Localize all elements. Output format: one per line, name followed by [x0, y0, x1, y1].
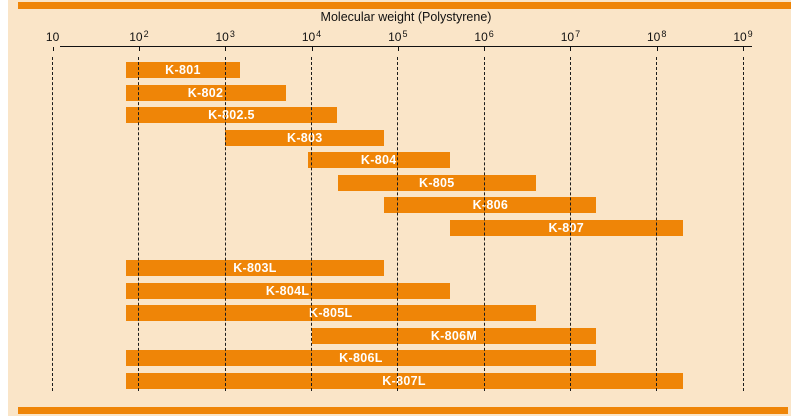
range-bar-k-806l: K-806L	[125, 350, 597, 366]
bar-label: K-806	[472, 198, 509, 212]
gridline-10e8	[656, 57, 658, 391]
x-axis-tick-mark	[138, 47, 140, 51]
x-axis-tick-mark	[570, 47, 572, 51]
range-bar-k-805l: K-805L	[125, 305, 536, 321]
gridline-10e5	[397, 57, 399, 391]
gridline-10e2	[138, 57, 140, 391]
range-bar-k-803: K-803	[225, 129, 385, 146]
range-bar-k-806: K-806	[384, 197, 597, 213]
bar-label: K-805L	[309, 306, 353, 320]
range-bar-k-807l: K-807L	[125, 372, 683, 389]
x-axis-tick-label-10e9: 109	[733, 29, 753, 44]
gridline-10e6	[483, 57, 485, 391]
x-axis-tick-mark	[743, 47, 744, 51]
range-bar-k-807: K-807	[449, 219, 683, 236]
bar-label: K-807L	[382, 373, 426, 388]
x-axis-tick-label-10e1: 10	[45, 30, 60, 44]
x-axis-tick-label-10e8: 108	[647, 29, 667, 44]
bar-label: K-802.5	[208, 108, 255, 122]
x-axis-tick-mark	[311, 47, 313, 51]
range-bar-k-802: K-802	[125, 84, 286, 101]
x-axis-tick-label-10e7: 107	[560, 29, 581, 44]
bar-label: K-803	[287, 130, 323, 145]
gridline-10e4	[311, 57, 312, 391]
x-axis-tick-label-10e6: 106	[474, 29, 494, 44]
bottom-accent-strip	[18, 407, 788, 414]
bar-label: K-806L	[339, 351, 383, 365]
bar-label: K-802	[187, 85, 224, 100]
bar-label: K-804	[360, 153, 397, 167]
bar-label: K-807	[548, 220, 585, 235]
gridline-10e9	[742, 57, 744, 391]
x-axis-tick-mark	[656, 47, 658, 51]
x-axis-tick-label-10e5: 105	[388, 29, 408, 44]
bar-label: K-801	[165, 63, 201, 77]
bar-label: K-804L	[265, 283, 310, 298]
gridline-10e1	[52, 57, 54, 391]
x-axis-tick-mark	[225, 47, 227, 51]
chart-title: Molecular weight (Polystyrene)	[320, 10, 492, 24]
range-bar-k-804: K-804	[307, 152, 450, 168]
bar-label: K-803L	[233, 261, 277, 275]
bar-label: K-806M	[430, 328, 478, 343]
range-bar-k-804l: K-804L	[125, 282, 450, 299]
range-bar-k-806m: K-806M	[311, 327, 597, 344]
x-axis-line	[60, 46, 752, 47]
x-axis-tick-label-10e4: 104	[301, 29, 322, 44]
chart-panel: Molecular weight (Polystyrene) K-801 K-80…	[8, 0, 791, 416]
x-axis-tick-mark	[397, 47, 399, 51]
gridline-10e3	[224, 57, 226, 391]
range-bar-k-802-5: K-802.5	[125, 107, 338, 123]
x-axis-tick-label-10e3: 103	[215, 29, 235, 44]
range-bar-k-805: K-805	[337, 174, 537, 191]
range-bar-k-803l: K-803L	[125, 260, 385, 276]
range-bar-k-801: K-801	[125, 62, 241, 78]
top-accent-strip	[18, 2, 791, 9]
x-axis-tick-mark	[52, 47, 54, 51]
x-axis-tick-mark	[484, 47, 486, 51]
x-axis-tick-label-10e2: 102	[129, 29, 149, 44]
gridline-10e7	[569, 57, 571, 391]
bar-label: K-805	[419, 175, 455, 190]
